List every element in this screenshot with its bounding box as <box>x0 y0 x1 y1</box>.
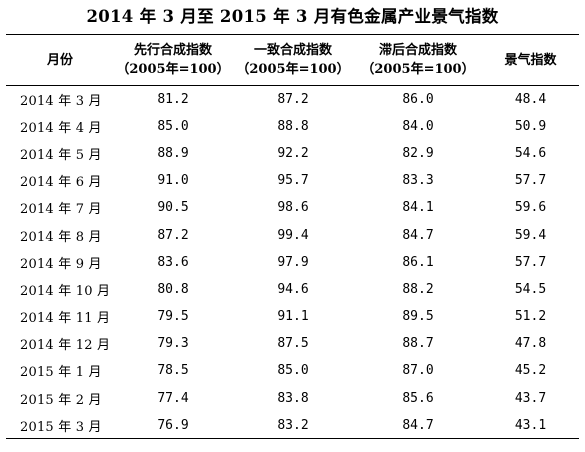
cell-coincident: 87.5 <box>277 336 309 352</box>
cell-lagging: 82.9 <box>402 145 434 161</box>
table-header: 月份 先行合成指数 （2005年=100） 一致合成指数 （2005年=100）… <box>6 34 579 86</box>
header-leading-label: 先行合成指数 <box>133 43 212 58</box>
table-row: 2014 年 8 月 87.2 99.4 84.7 59.4 <box>6 221 579 248</box>
cell-leading: 81.2 <box>157 91 189 107</box>
cell-leading: 88.9 <box>157 145 189 161</box>
header-month-label: 月份 <box>46 52 73 68</box>
table-title: 2014 年 3 月至 2015 年 3 月有色金属产业景气指数 <box>86 7 499 26</box>
table-row: 2014 年 4 月 85.0 88.8 84.0 50.9 <box>6 113 579 140</box>
cell-prosperity: 59.6 <box>514 200 547 216</box>
cell-lagging: 89.5 <box>402 309 434 325</box>
cell-month: 2014 年 3 月 <box>20 93 102 109</box>
cell-month: 2014 年 8 月 <box>20 229 102 245</box>
cell-coincident: 99.4 <box>277 227 309 243</box>
cell-lagging: 87.0 <box>402 363 434 379</box>
cell-month: 2014 年 9 月 <box>20 256 102 272</box>
cell-month: 2014 年 11 月 <box>20 311 111 327</box>
cell-coincident: 94.6 <box>277 281 309 297</box>
cell-coincident: 87.2 <box>277 91 309 107</box>
cell-leading: 78.5 <box>157 363 189 379</box>
cell-leading: 77.4 <box>157 390 189 406</box>
table-row: 2014 年 5 月 88.9 92.2 82.9 54.6 <box>6 140 579 167</box>
cell-leading: 91.0 <box>157 173 189 189</box>
cell-lagging: 88.2 <box>402 281 434 297</box>
header-prosperity-index: 景气指数 <box>482 34 579 86</box>
cell-prosperity: 57.7 <box>514 254 547 270</box>
cell-coincident: 83.8 <box>277 390 309 406</box>
header-coincident-index: 一致合成指数 （2005年=100） <box>232 34 354 86</box>
table-row: 2014 年 10 月 80.8 94.6 88.2 54.5 <box>6 276 579 303</box>
cell-leading: 83.6 <box>157 254 189 270</box>
cell-lagging: 84.1 <box>402 200 434 216</box>
cell-month: 2014 年 6 月 <box>20 175 102 191</box>
cell-month: 2014 年 5 月 <box>20 147 102 163</box>
cell-coincident: 91.1 <box>277 309 309 325</box>
cell-coincident: 88.8 <box>277 118 309 134</box>
table-row: 2014 年 9 月 83.6 97.9 86.1 57.7 <box>6 249 579 276</box>
cell-coincident: 98.6 <box>277 200 309 216</box>
cell-prosperity: 47.8 <box>514 336 547 352</box>
cell-coincident: 97.9 <box>277 254 309 270</box>
cell-leading: 80.8 <box>157 281 189 297</box>
header-leading-index: 先行合成指数 （2005年=100） <box>114 34 232 86</box>
cell-month: 2014 年 12 月 <box>20 338 111 354</box>
cell-prosperity: 54.6 <box>514 145 547 161</box>
header-coincident-label: 一致合成指数 <box>253 43 332 58</box>
table-row: 2014 年 11 月 79.5 91.1 89.5 51.2 <box>6 303 579 330</box>
cell-month: 2014 年 4 月 <box>20 120 102 136</box>
cell-coincident: 92.2 <box>277 145 309 161</box>
cell-leading: 87.2 <box>157 227 189 243</box>
table-row: 2015 年 1 月 78.5 85.0 87.0 45.2 <box>6 357 579 384</box>
cell-prosperity: 50.9 <box>514 118 547 134</box>
cell-leading: 79.5 <box>157 309 189 325</box>
table-row: 2014 年 12 月 79.3 87.5 88.7 47.8 <box>6 330 579 357</box>
cell-prosperity: 57.7 <box>514 173 547 189</box>
cell-prosperity: 51.2 <box>514 309 547 325</box>
cell-lagging: 84.7 <box>354 411 482 440</box>
cell-leading: 76.9 <box>114 411 232 440</box>
cell-month: 2015 年 1 月 <box>20 365 102 381</box>
cell-prosperity: 43.1 <box>482 411 579 440</box>
cell-month: 2015 年 2 月 <box>20 392 102 408</box>
table-row: 2014 年 3 月 81.2 87.2 86.0 48.4 <box>6 86 579 113</box>
cell-leading: 85.0 <box>157 118 189 134</box>
header-lagging-label: 滞后合成指数 <box>378 43 457 58</box>
cell-coincident: 95.7 <box>277 173 309 189</box>
cell-prosperity: 59.4 <box>514 227 547 243</box>
cell-lagging: 85.6 <box>402 390 434 406</box>
cell-lagging: 86.0 <box>402 91 434 107</box>
cell-coincident: 85.0 <box>277 363 309 379</box>
table-row: 2015 年 2 月 77.4 83.8 85.6 43.7 <box>6 385 579 412</box>
cell-lagging: 88.7 <box>402 336 434 352</box>
header-lagging-index: 滞后合成指数 （2005年=100） <box>354 34 482 86</box>
cell-month: 2014 年 10 月 <box>20 283 111 299</box>
cell-prosperity: 45.2 <box>514 363 547 379</box>
table-row: 2015 年 3 月 76.9 83.2 84.7 43.1 <box>6 411 579 440</box>
table-row: 2014 年 6 月 91.0 95.7 83.3 57.7 <box>6 167 579 194</box>
header-prosperity-label: 景气指数 <box>504 52 557 68</box>
header-leading-base: （2005年=100） <box>116 62 230 77</box>
cell-prosperity: 48.4 <box>514 91 547 107</box>
prosperity-index-table: 月份 先行合成指数 （2005年=100） 一致合成指数 （2005年=100）… <box>6 34 579 440</box>
cell-month: 2015 年 3 月 <box>6 411 114 440</box>
cell-lagging: 84.0 <box>402 118 434 134</box>
cell-lagging: 83.3 <box>402 173 434 189</box>
table-body: 2014 年 3 月 81.2 87.2 86.0 48.4 2014 年 4 … <box>6 86 579 440</box>
cell-prosperity: 54.5 <box>514 281 547 297</box>
header-coincident-base: （2005年=100） <box>236 62 350 77</box>
header-row: 月份 先行合成指数 （2005年=100） 一致合成指数 （2005年=100）… <box>6 34 579 86</box>
cell-leading: 79.3 <box>157 336 189 352</box>
cell-coincident: 83.2 <box>232 411 354 440</box>
cell-prosperity: 43.7 <box>514 390 547 406</box>
header-lagging-base: （2005年=100） <box>361 62 475 77</box>
cell-lagging: 86.1 <box>402 254 434 270</box>
cell-month: 2014 年 7 月 <box>20 202 102 218</box>
cell-leading: 90.5 <box>157 200 189 216</box>
table-row: 2014 年 7 月 90.5 98.6 84.1 59.6 <box>6 194 579 221</box>
header-month: 月份 <box>6 34 114 86</box>
cell-lagging: 84.7 <box>402 227 434 243</box>
